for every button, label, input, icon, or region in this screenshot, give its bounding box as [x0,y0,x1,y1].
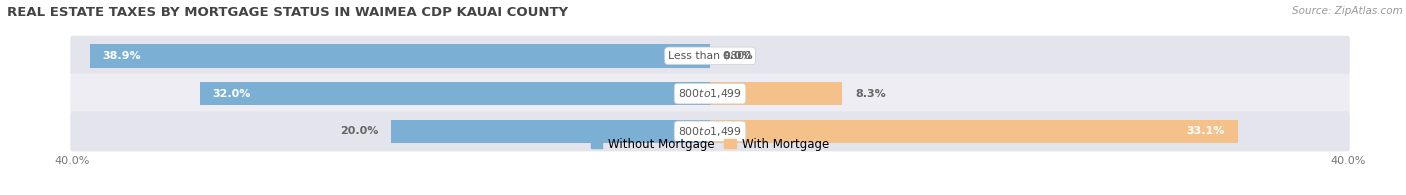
Legend: Without Mortgage, With Mortgage: Without Mortgage, With Mortgage [586,133,834,156]
FancyBboxPatch shape [70,74,1350,114]
FancyBboxPatch shape [70,36,1350,76]
Text: $800 to $1,499: $800 to $1,499 [678,125,742,138]
Bar [90,44,710,67]
Text: Source: ZipAtlas.com: Source: ZipAtlas.com [1292,6,1403,16]
Text: 8.3%: 8.3% [855,89,886,99]
Bar [710,120,1237,143]
Bar [200,82,710,105]
Text: REAL ESTATE TAXES BY MORTGAGE STATUS IN WAIMEA CDP KAUAI COUNTY: REAL ESTATE TAXES BY MORTGAGE STATUS IN … [7,6,568,19]
FancyBboxPatch shape [70,111,1350,151]
Text: 38.9%: 38.9% [103,51,141,61]
Text: 32.0%: 32.0% [212,89,250,99]
Text: 0.0%: 0.0% [723,51,754,61]
Bar [710,82,842,105]
Bar [391,120,710,143]
Text: 33.1%: 33.1% [1187,126,1225,136]
Text: Less than $800: Less than $800 [668,51,752,61]
Text: $800 to $1,499: $800 to $1,499 [678,87,742,100]
Text: 20.0%: 20.0% [340,126,378,136]
